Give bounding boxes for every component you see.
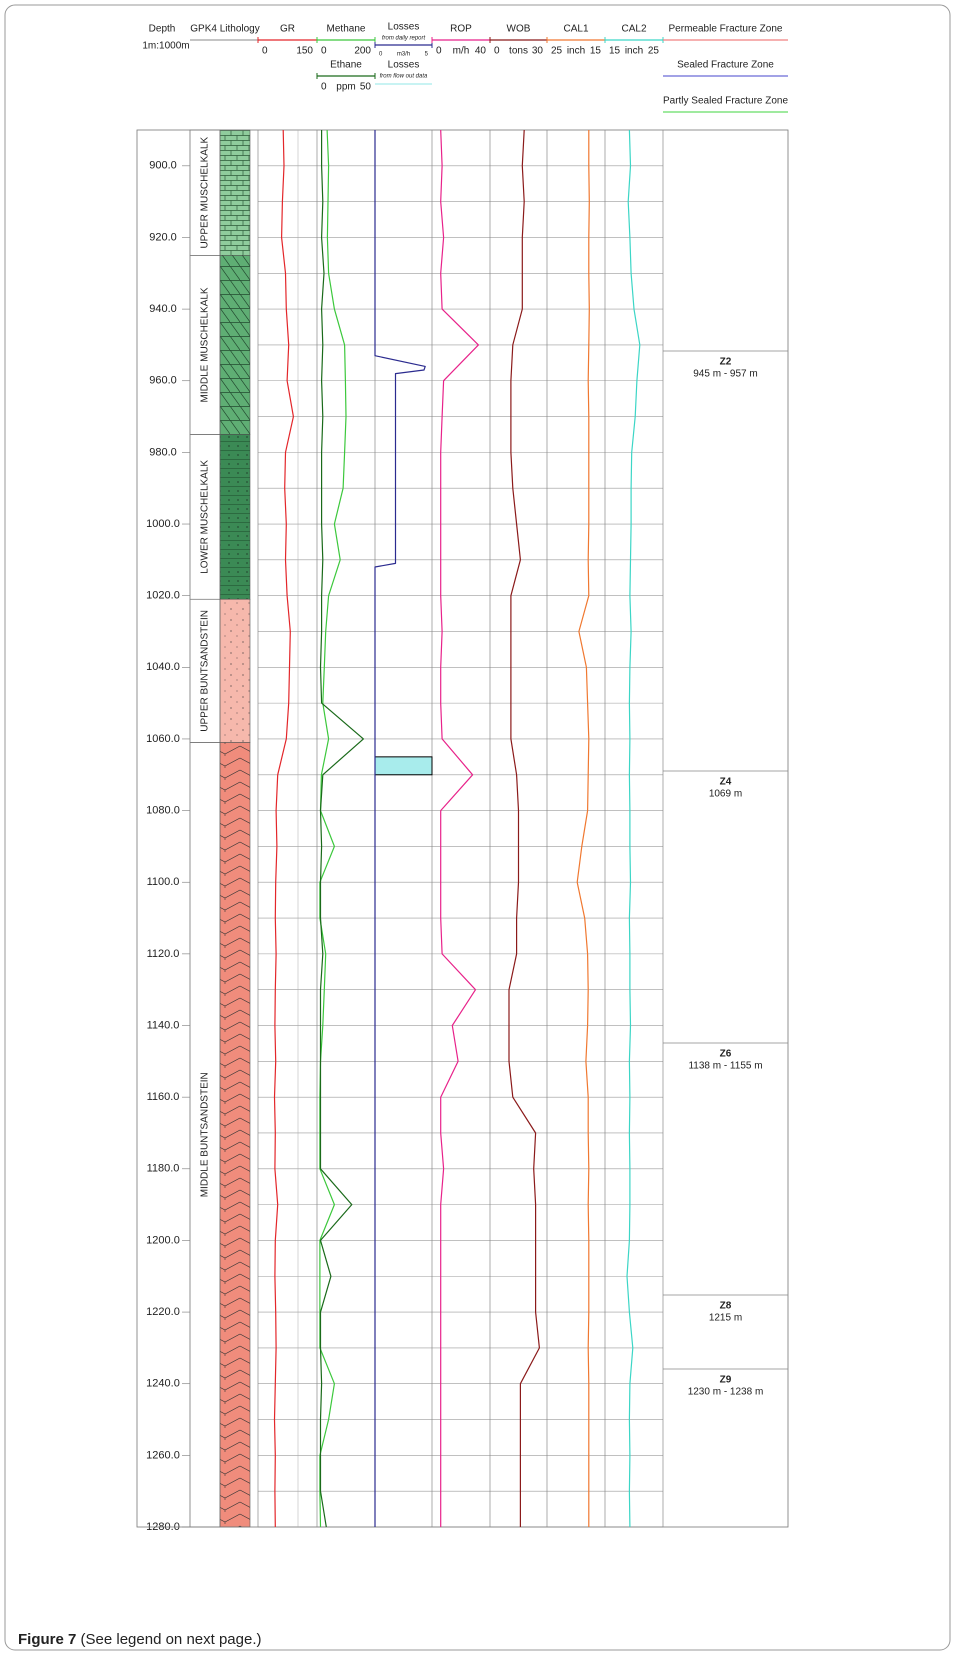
formation-name: UPPER MUSCHELKALK: [200, 137, 211, 249]
formation-pattern: [220, 742, 250, 1527]
formation-pattern: [220, 599, 250, 743]
scale-tick-label: 0: [321, 46, 327, 57]
depth-tick-label: 1060.0: [146, 733, 180, 745]
zone-label: Z6: [720, 1049, 732, 1060]
scale-tick-label: 15: [609, 46, 621, 57]
scale-tick-label: 0: [379, 52, 383, 58]
scale-tick-label: 200: [354, 46, 371, 57]
track-name: WOB: [507, 24, 531, 35]
scale-unit: ppm: [336, 82, 355, 93]
formation-name: LOWER MUSCHELKALK: [200, 460, 211, 574]
formation-name: MIDDLE MUSCHELKALK: [200, 287, 211, 402]
zone-range: 1138 m - 1155 m: [688, 1061, 762, 1072]
scale-tick-label: 0: [494, 46, 500, 57]
depth-tick-label: 900.0: [149, 160, 177, 172]
depth-tick-label: 1100.0: [147, 876, 180, 888]
depth-tick-label: 1260.0: [146, 1449, 180, 1461]
depth-tick-label: 1200.0: [146, 1234, 180, 1246]
zone-label: Z9: [720, 1375, 732, 1386]
zone-label: Z2: [720, 357, 732, 368]
legend-label: Sealed Fracture Zone: [677, 60, 774, 71]
scale-tick-label: 150: [296, 46, 313, 57]
losses-interval: [374, 756, 433, 776]
formation-pattern: [220, 255, 250, 435]
formation-pattern: [220, 434, 250, 600]
scale-tick-label: 0: [436, 46, 442, 57]
formation-name: UPPER BUNTSANDSTEIN: [200, 610, 211, 732]
log-curve: [319, 130, 364, 1528]
log-curve: [576, 130, 590, 1527]
track-name: CAL2: [621, 24, 646, 35]
zone-range: 1215 m: [709, 1313, 742, 1324]
depth-tick-label: 980.0: [149, 446, 177, 458]
scale-tick-label: 15: [590, 46, 602, 57]
scale-tick-label: 25: [551, 46, 563, 57]
zone-range: 945 m - 957 m: [693, 369, 757, 380]
depth-tick-label: 940.0: [149, 303, 177, 315]
depth-tick-label: 1120.0: [147, 948, 180, 960]
figure-border: [4, 4, 951, 1651]
zone-range: 1069 m: [709, 789, 742, 800]
log-frame: [136, 129, 789, 1528]
track-name: Losses: [388, 22, 420, 33]
scale-unit: inch: [625, 46, 643, 57]
scale-tick-label: 40: [475, 46, 487, 57]
scale-unit: tons: [509, 46, 528, 57]
track-name: ROP: [450, 24, 472, 35]
depth-tick-label: 920.0: [149, 231, 177, 243]
depth-tick-label: 960.0: [149, 375, 177, 387]
log-curve: [508, 129, 540, 1527]
depth-tick-label: 1080.0: [146, 804, 180, 816]
track-name: Losses: [388, 60, 420, 71]
zone-label: Z8: [720, 1301, 732, 1312]
depth-tick-label: 1220.0: [146, 1306, 180, 1318]
scale-unit: m/h: [453, 46, 470, 57]
depth-tick-label: 1160.0: [147, 1091, 180, 1103]
depth-header: Depth: [149, 24, 176, 35]
depth-tick-label: 1180.0: [147, 1163, 180, 1175]
depth-scale: 1m:1000m: [142, 41, 189, 52]
depth-tick-label: 1040.0: [146, 661, 180, 673]
depth-tick-label: 1240.0: [146, 1378, 180, 1390]
zone-label: Z4: [720, 777, 732, 788]
scale-tick-label: 5: [425, 52, 429, 58]
depth-tick-label: 1140.0: [147, 1019, 180, 1031]
scale-tick-label: 0: [321, 82, 327, 93]
formation-pattern: [220, 130, 250, 256]
scale-tick-label: 30: [532, 46, 544, 57]
log-curve: [440, 129, 479, 1527]
caption: Figure 7 (See legend on next page.): [18, 1631, 262, 1648]
track-name: CAL1: [563, 24, 588, 35]
scale-unit: inch: [567, 46, 585, 57]
log-curve: [374, 130, 426, 1527]
log-curve: [319, 129, 347, 1528]
depth-tick-label: 1020.0: [146, 590, 180, 602]
track-name: Ethane: [330, 60, 362, 71]
track-name: Methane: [327, 24, 366, 35]
track-subtitle: from daily report: [382, 36, 426, 42]
legend-label: Permeable Fracture Zone: [669, 24, 783, 35]
scale-tick-label: 25: [648, 46, 660, 57]
scale-tick-label: 0: [262, 46, 268, 57]
track-name: GR: [280, 24, 295, 35]
legend-label: Partly Sealed Fracture Zone: [663, 96, 788, 107]
lithology-header: GPK4 Lithology: [190, 24, 260, 35]
scale-tick-label: 50: [360, 82, 372, 93]
log-curve: [273, 129, 294, 1528]
log-curve: [626, 129, 641, 1528]
depth-tick-label: 1000.0: [146, 518, 180, 530]
track-subtitle: from flow out data: [380, 74, 428, 80]
zone-range: 1230 m - 1238 m: [688, 1387, 764, 1398]
formation-name: MIDDLE BUNTSANDSTEIN: [200, 1072, 211, 1197]
scale-unit: m3/h: [397, 52, 410, 58]
